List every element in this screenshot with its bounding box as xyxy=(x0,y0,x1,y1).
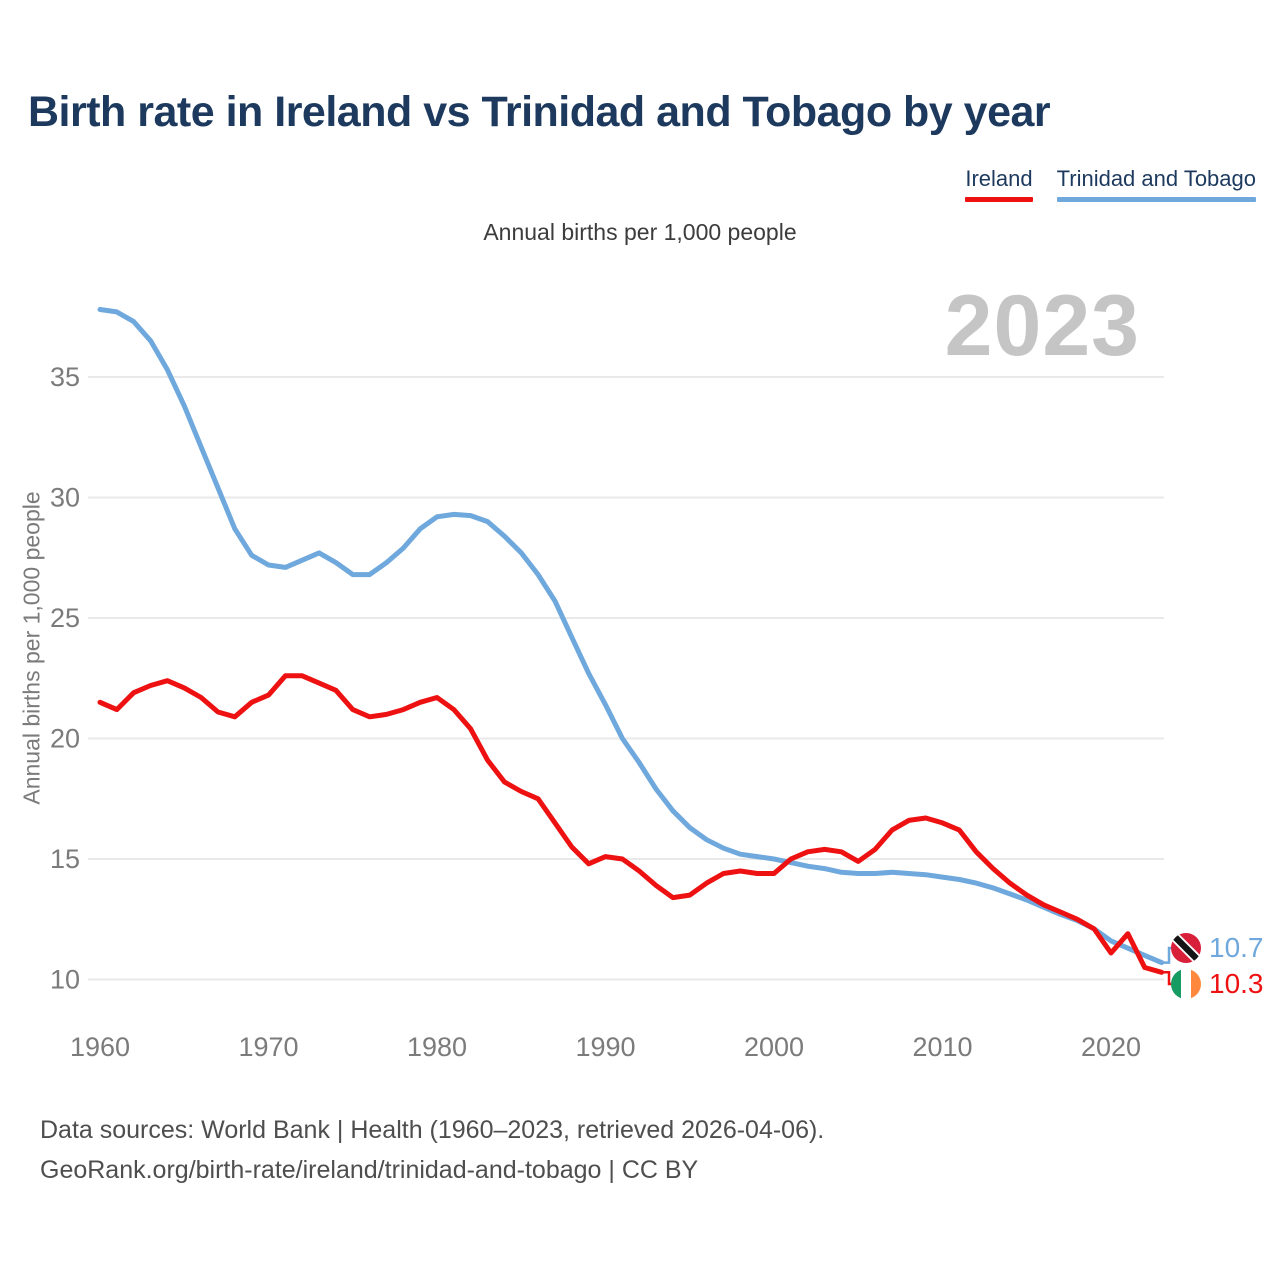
y-tick-label: 20 xyxy=(50,724,80,754)
legend: Ireland Trinidad and Tobago xyxy=(965,166,1256,202)
end-value-ireland: 10.3 xyxy=(1209,968,1264,999)
y-tick-label: 25 xyxy=(50,603,80,633)
y-tick-label: 35 xyxy=(50,362,80,392)
series-line-ireland xyxy=(97,673,1165,975)
legend-label-trinidad-and-tobago: Trinidad and Tobago xyxy=(1056,166,1256,191)
x-tick-label: 1980 xyxy=(407,1032,467,1062)
x-tick-label: 1960 xyxy=(70,1032,130,1062)
trinidad-and-tobago-flag-icon xyxy=(1171,933,1201,963)
footer-url[interactable]: GeoRank.org/birth-rate/ireland/trinidad-… xyxy=(40,1156,699,1184)
footer: Data sources: World Bank | Health (1960–… xyxy=(40,1110,824,1190)
x-tick-label: 2000 xyxy=(744,1032,804,1062)
x-tick-label: 1990 xyxy=(575,1032,635,1062)
page-title: Birth rate in Ireland vs Trinidad and To… xyxy=(28,88,1051,136)
y-tick-label: 30 xyxy=(50,483,80,513)
chart-subtitle: Annual births per 1,000 people xyxy=(483,219,797,245)
end-value-trinidad-and-tobago: 10.7 xyxy=(1209,932,1264,963)
series-line-trinidad-and-tobago xyxy=(97,307,1165,966)
year-watermark: 2023 xyxy=(944,278,1140,374)
y-tick-label: 10 xyxy=(50,965,80,995)
end-label-ireland: 10.3 xyxy=(1171,968,1264,999)
legend-underline-trinidad-and-tobago xyxy=(1056,197,1256,202)
x-tick-label: 2010 xyxy=(912,1032,972,1062)
end-label-trinidad-and-tobago: 10.7 xyxy=(1171,932,1264,963)
legend-underline-ireland xyxy=(965,197,1033,202)
footer-sources: Data sources: World Bank | Health (1960–… xyxy=(40,1116,825,1144)
legend-item-trinidad-and-tobago[interactable]: Trinidad and Tobago xyxy=(1056,166,1256,202)
x-tick-label: 1970 xyxy=(238,1032,298,1062)
legend-label-ireland: Ireland xyxy=(965,166,1033,191)
y-tick-label: 15 xyxy=(50,844,80,874)
legend-item-ireland[interactable]: Ireland xyxy=(965,166,1033,202)
birth-rate-line-chart: 10 15 20 25 30 35 1960 1970 1980 1990 2000 2010 2020 xyxy=(50,307,1176,1062)
x-tick-label: 2020 xyxy=(1081,1032,1141,1062)
ireland-flag-icon xyxy=(1171,969,1201,999)
